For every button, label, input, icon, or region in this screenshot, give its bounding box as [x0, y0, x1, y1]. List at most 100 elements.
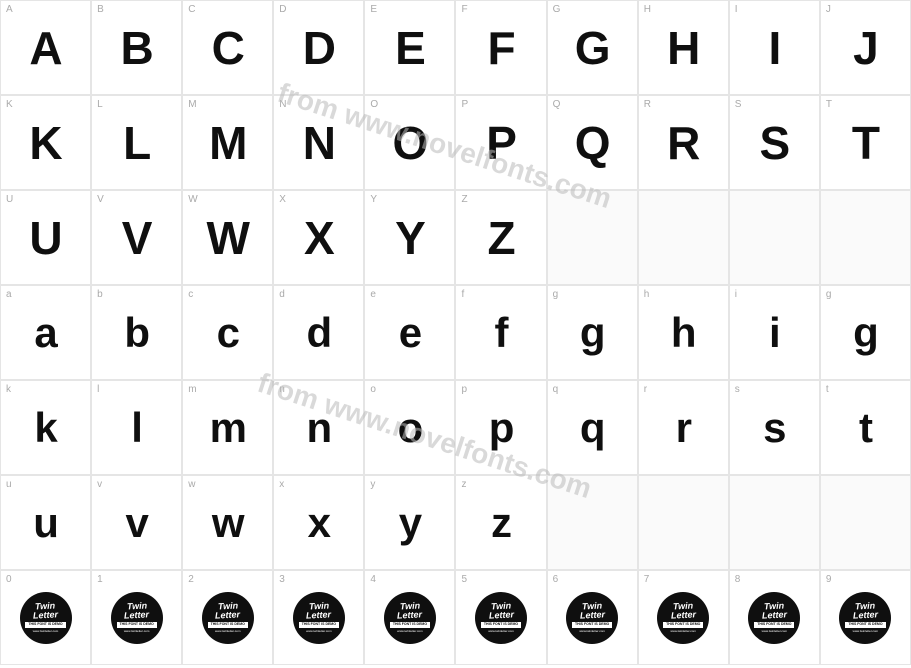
glyph-cell: 2TwinLetterTHIS FONT IS DEMOwww.twinlett… — [182, 570, 273, 665]
logo-bar: THIS FONT IS DEMO — [572, 622, 612, 628]
glyph-cell: GG — [547, 0, 638, 95]
cell-label: U — [6, 194, 13, 205]
logo-line2: Letter — [306, 611, 331, 621]
glyph: V — [122, 215, 152, 261]
glyph: T — [852, 120, 879, 166]
cell-label: R — [644, 99, 651, 110]
cell-label: f — [461, 289, 464, 300]
logo-line2: Letter — [124, 611, 149, 621]
cell-label: b — [97, 289, 103, 300]
glyph-cell: 3TwinLetterTHIS FONT IS DEMOwww.twinlett… — [273, 570, 364, 665]
glyph-cell: ZZ — [455, 190, 546, 285]
cell-label: 1 — [97, 574, 103, 585]
logo-bar: THIS FONT IS DEMO — [754, 622, 794, 628]
glyph-cell: hh — [638, 285, 729, 380]
glyph-cell: NN — [273, 95, 364, 190]
glyph-cell: VV — [91, 190, 182, 285]
cell-label: q — [553, 384, 559, 395]
glyph-cell: SS — [729, 95, 820, 190]
cell-label: t — [826, 384, 829, 395]
glyph-cell: zz — [455, 475, 546, 570]
twin-letter-logo: TwinLetterTHIS FONT IS DEMOwww.twinlette… — [293, 592, 345, 644]
cell-label: C — [188, 4, 195, 15]
cell-label: p — [461, 384, 467, 395]
glyph-cell: AA — [0, 0, 91, 95]
glyph-cell: cc — [182, 285, 273, 380]
cell-label: P — [461, 99, 468, 110]
glyph: G — [575, 25, 610, 71]
glyph: x — [308, 502, 330, 544]
logo-subtext: www.twinletter.com — [488, 629, 514, 633]
cell-label: g — [826, 289, 832, 300]
glyph-cell: JJ — [820, 0, 911, 95]
cell-label: s — [735, 384, 740, 395]
cell-label: a — [6, 289, 12, 300]
glyph-cell: gg — [547, 285, 638, 380]
glyph: X — [304, 215, 334, 261]
glyph: q — [580, 407, 605, 449]
glyph-cell: dd — [273, 285, 364, 380]
logo-line2: Letter — [397, 611, 422, 621]
glyph-cell: EE — [364, 0, 455, 95]
logo-subtext: www.twinletter.com — [670, 629, 696, 633]
cell-label: 2 — [188, 574, 194, 585]
glyph: R — [667, 120, 699, 166]
glyph: K — [29, 120, 61, 166]
glyph-cell — [820, 190, 911, 285]
glyph-cell: FF — [455, 0, 546, 95]
glyph: a — [34, 312, 56, 354]
glyph-cell: 0TwinLetterTHIS FONT IS DEMOwww.twinlett… — [0, 570, 91, 665]
glyph-cell: qq — [547, 380, 638, 475]
twin-letter-logo: TwinLetterTHIS FONT IS DEMOwww.twinlette… — [20, 592, 72, 644]
twin-letter-logo: TwinLetterTHIS FONT IS DEMOwww.twinlette… — [475, 592, 527, 644]
glyph: W — [207, 215, 249, 261]
glyph-cell: BB — [91, 0, 182, 95]
logo-subtext: www.twinletter.com — [397, 629, 423, 633]
cell-label: v — [97, 479, 102, 490]
glyph-cell: OO — [364, 95, 455, 190]
glyph: g — [853, 312, 878, 354]
glyph-cell: 1TwinLetterTHIS FONT IS DEMOwww.twinlett… — [91, 570, 182, 665]
glyph-cell: DD — [273, 0, 364, 95]
cell-label: S — [735, 99, 742, 110]
glyph: w — [212, 502, 244, 544]
glyph-cell: 8TwinLetterTHIS FONT IS DEMOwww.twinlett… — [729, 570, 820, 665]
glyph-cell — [729, 475, 820, 570]
glyph: g — [580, 312, 605, 354]
logo-line2: Letter — [488, 611, 513, 621]
logo-bar: THIS FONT IS DEMO — [299, 622, 339, 628]
glyph-cell: HH — [638, 0, 729, 95]
twin-letter-logo: TwinLetterTHIS FONT IS DEMOwww.twinlette… — [748, 592, 800, 644]
glyph: l — [131, 407, 142, 449]
glyph: F — [487, 25, 514, 71]
cell-label: z — [461, 479, 466, 490]
character-map-grid: AABBCCDDEEFFGGHHIIJJKKLLMMNNOOPPQQRRSSTT… — [0, 0, 911, 665]
glyph-cell: XX — [273, 190, 364, 285]
glyph-cell: WW — [182, 190, 273, 285]
cell-label: l — [97, 384, 99, 395]
cell-label: H — [644, 4, 651, 15]
glyph: n — [307, 407, 332, 449]
glyph-cell: ll — [91, 380, 182, 475]
cell-label: X — [279, 194, 286, 205]
glyph: E — [395, 25, 425, 71]
cell-label: 5 — [461, 574, 467, 585]
glyph: O — [393, 120, 428, 166]
glyph-cell — [638, 190, 729, 285]
glyph-cell: ww — [182, 475, 273, 570]
cell-label: e — [370, 289, 376, 300]
cell-label: m — [188, 384, 196, 395]
glyph: B — [121, 25, 153, 71]
logo-subtext: www.twinletter.com — [306, 629, 332, 633]
glyph: S — [760, 120, 790, 166]
glyph: f — [495, 312, 508, 354]
glyph: u — [33, 502, 58, 544]
logo-line2: Letter — [579, 611, 604, 621]
glyph: M — [209, 120, 246, 166]
glyph-cell — [547, 475, 638, 570]
glyph: r — [676, 407, 691, 449]
glyph-cell: xx — [273, 475, 364, 570]
cell-label: D — [279, 4, 286, 15]
glyph: I — [768, 25, 780, 71]
glyph: Y — [395, 215, 425, 261]
